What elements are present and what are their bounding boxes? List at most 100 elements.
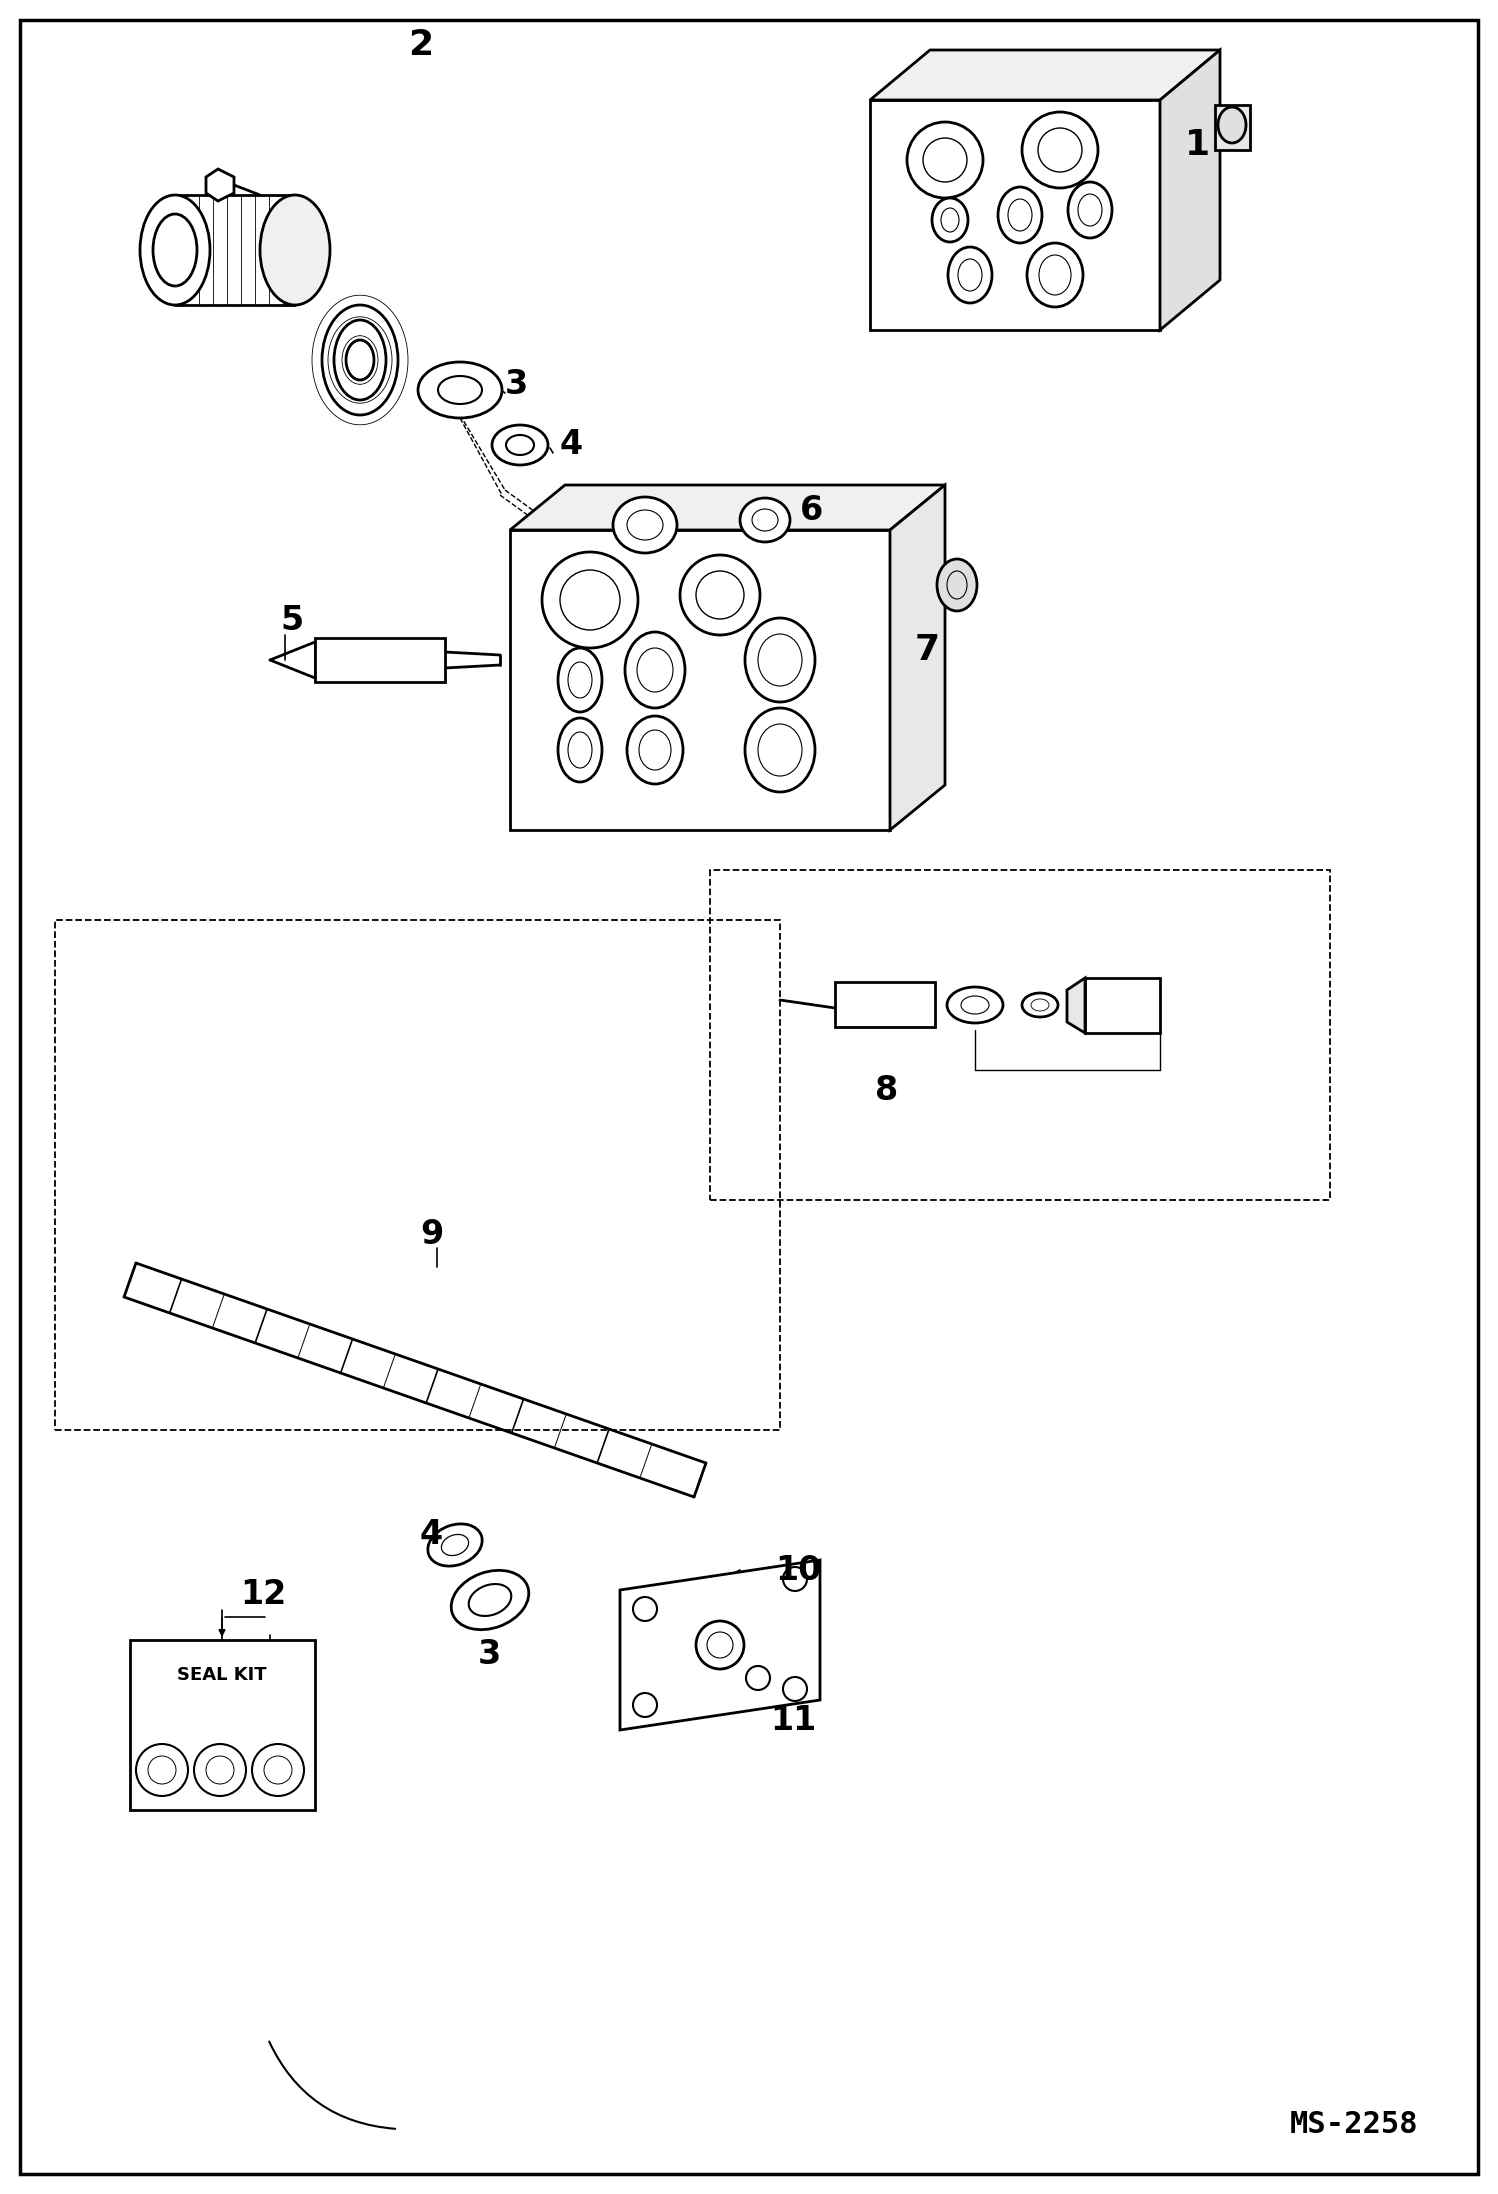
Ellipse shape	[923, 138, 968, 182]
Bar	[870, 101, 1159, 329]
Text: 7: 7	[915, 634, 941, 667]
Ellipse shape	[947, 987, 1004, 1022]
Bar	[710, 871, 1330, 1200]
Ellipse shape	[1079, 193, 1103, 226]
Ellipse shape	[418, 362, 502, 419]
Text: 3: 3	[505, 369, 529, 402]
Bar	[130, 1639, 315, 1810]
Ellipse shape	[1031, 998, 1049, 1011]
Ellipse shape	[557, 647, 602, 713]
Ellipse shape	[428, 1525, 482, 1567]
Ellipse shape	[1218, 108, 1246, 143]
Text: 3: 3	[478, 1639, 502, 1672]
Ellipse shape	[451, 1571, 529, 1630]
Ellipse shape	[346, 340, 374, 380]
Ellipse shape	[748, 509, 771, 531]
Ellipse shape	[752, 509, 777, 531]
Ellipse shape	[634, 1597, 658, 1621]
Ellipse shape	[947, 570, 968, 599]
Ellipse shape	[207, 1755, 234, 1784]
Ellipse shape	[783, 1676, 807, 1700]
Ellipse shape	[998, 186, 1043, 244]
Ellipse shape	[1040, 255, 1071, 294]
Ellipse shape	[568, 663, 592, 698]
Text: 11: 11	[770, 1703, 816, 1735]
Ellipse shape	[437, 375, 482, 404]
Ellipse shape	[1028, 244, 1083, 307]
Ellipse shape	[697, 1621, 745, 1670]
Ellipse shape	[442, 1534, 469, 1556]
Ellipse shape	[941, 208, 959, 233]
Ellipse shape	[938, 559, 977, 610]
Ellipse shape	[628, 509, 664, 540]
Text: 1: 1	[1185, 127, 1210, 162]
Ellipse shape	[1068, 182, 1112, 237]
Text: 5: 5	[280, 603, 303, 636]
Polygon shape	[1067, 979, 1085, 1033]
Ellipse shape	[148, 1755, 175, 1784]
Polygon shape	[870, 50, 1219, 101]
Ellipse shape	[746, 1665, 770, 1689]
Ellipse shape	[568, 733, 592, 768]
Ellipse shape	[637, 647, 673, 691]
Ellipse shape	[491, 426, 548, 465]
Ellipse shape	[1022, 112, 1098, 189]
Ellipse shape	[680, 555, 759, 634]
Bar	[1085, 979, 1159, 1033]
Text: 6: 6	[800, 494, 824, 527]
Polygon shape	[1159, 50, 1219, 329]
Ellipse shape	[264, 1755, 292, 1784]
Ellipse shape	[745, 709, 815, 792]
Ellipse shape	[195, 1744, 246, 1797]
Ellipse shape	[640, 731, 671, 770]
Bar	[55, 919, 780, 1430]
Ellipse shape	[932, 197, 968, 241]
Text: 9: 9	[419, 1218, 443, 1251]
Text: 10: 10	[774, 1553, 821, 1586]
Text: 2: 2	[407, 29, 433, 61]
Ellipse shape	[634, 1694, 658, 1718]
Polygon shape	[1215, 105, 1249, 149]
Ellipse shape	[628, 715, 683, 783]
Ellipse shape	[322, 305, 398, 415]
Ellipse shape	[613, 498, 677, 553]
Ellipse shape	[139, 195, 210, 305]
Ellipse shape	[948, 248, 992, 303]
Polygon shape	[740, 496, 780, 544]
Ellipse shape	[261, 195, 330, 305]
Bar	[509, 531, 890, 829]
Polygon shape	[620, 1560, 819, 1731]
Ellipse shape	[560, 570, 620, 630]
Ellipse shape	[745, 619, 815, 702]
Bar	[315, 638, 445, 682]
Polygon shape	[509, 485, 945, 531]
Text: 12: 12	[240, 1577, 286, 1613]
Text: 4: 4	[560, 428, 583, 461]
Ellipse shape	[750, 575, 770, 595]
Ellipse shape	[959, 259, 983, 292]
Ellipse shape	[1022, 994, 1058, 1018]
Ellipse shape	[906, 123, 983, 197]
Ellipse shape	[334, 320, 386, 399]
Ellipse shape	[962, 996, 989, 1014]
Text: MS-2258: MS-2258	[1290, 2111, 1419, 2139]
Ellipse shape	[557, 717, 602, 781]
Ellipse shape	[469, 1584, 511, 1617]
Ellipse shape	[542, 553, 638, 647]
Ellipse shape	[740, 498, 789, 542]
Ellipse shape	[1038, 127, 1082, 171]
Ellipse shape	[707, 1632, 733, 1659]
Text: 4: 4	[419, 1518, 443, 1551]
Text: SEAL KIT: SEAL KIT	[177, 1665, 267, 1685]
Ellipse shape	[153, 215, 198, 285]
Ellipse shape	[758, 634, 801, 687]
Polygon shape	[207, 169, 234, 202]
Ellipse shape	[136, 1744, 189, 1797]
Bar	[834, 983, 935, 1027]
Ellipse shape	[758, 724, 801, 777]
Ellipse shape	[625, 632, 685, 709]
Ellipse shape	[697, 570, 745, 619]
Ellipse shape	[783, 1567, 807, 1591]
Ellipse shape	[506, 434, 533, 454]
Text: 8: 8	[875, 1073, 899, 1106]
